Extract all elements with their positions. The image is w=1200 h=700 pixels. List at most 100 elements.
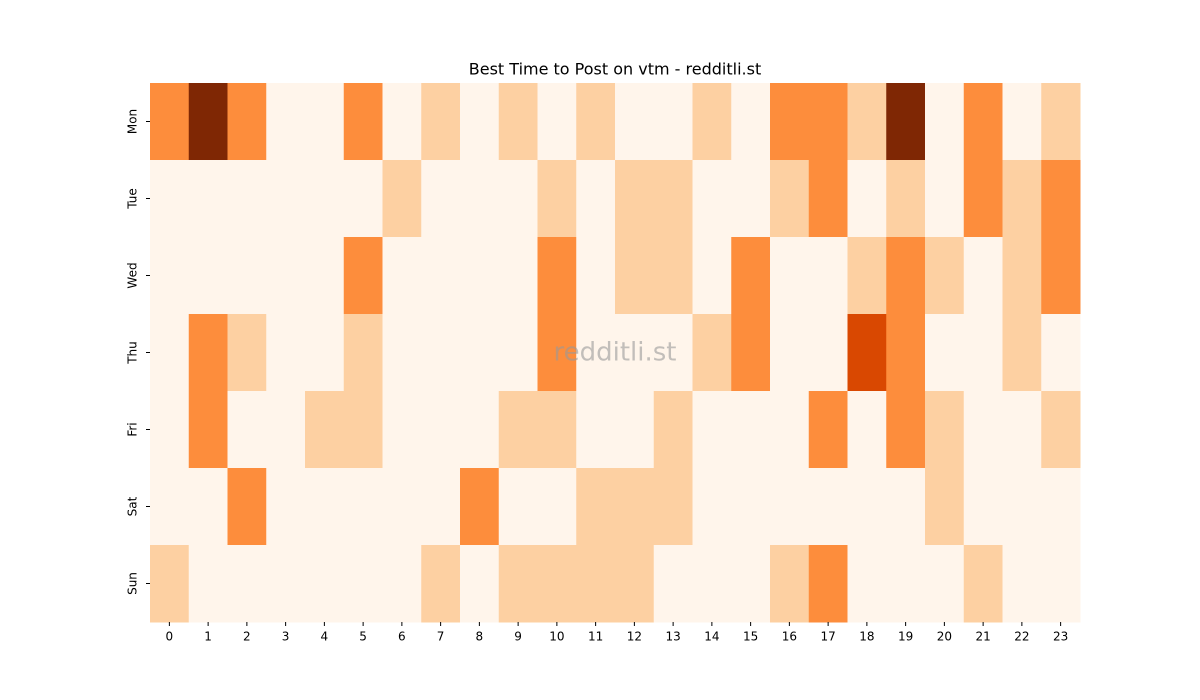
heatmap-cell xyxy=(692,391,732,469)
heatmap-cell xyxy=(1041,160,1081,238)
x-tick-label: 0 xyxy=(166,630,174,644)
heatmap-cell xyxy=(576,83,616,161)
heatmap-cell xyxy=(653,314,693,392)
heatmap-cell xyxy=(615,237,655,315)
heatmap-cell xyxy=(266,314,306,392)
heatmap-cell xyxy=(615,314,655,392)
heatmap-cell xyxy=(731,391,771,469)
heatmap-cell xyxy=(537,391,577,469)
heatmap-cell xyxy=(963,545,1003,623)
heatmap-cell xyxy=(343,314,383,392)
heatmap-cell xyxy=(343,160,383,238)
heatmap-cell xyxy=(188,160,228,238)
heatmap-cell xyxy=(731,314,771,392)
heatmap-cell xyxy=(266,83,306,161)
heatmap-cell xyxy=(382,545,422,623)
heatmap-cell xyxy=(498,237,538,315)
heatmap-cell xyxy=(847,237,887,315)
heatmap-cell xyxy=(925,237,965,315)
heatmap-cell xyxy=(305,391,345,469)
heatmap-cell xyxy=(925,314,965,392)
x-tick-label: 21 xyxy=(975,630,990,644)
heatmap-cell xyxy=(615,160,655,238)
heatmap-cell xyxy=(343,468,383,546)
heatmap-cell xyxy=(1002,83,1042,161)
heatmap-cell xyxy=(731,160,771,238)
heatmap-cell xyxy=(731,468,771,546)
heatmap-cell xyxy=(770,468,810,546)
heatmap-cell xyxy=(227,83,267,161)
heatmap-cell xyxy=(382,314,422,392)
x-tick-label: 8 xyxy=(476,630,484,644)
heatmap-cell xyxy=(305,468,345,546)
heatmap-cell xyxy=(653,237,693,315)
heatmap-cell xyxy=(150,160,190,238)
heatmap-cell xyxy=(886,468,926,546)
heatmap-cell xyxy=(188,391,228,469)
heatmap-cell xyxy=(770,83,810,161)
heatmap-cell xyxy=(460,468,500,546)
heatmap-cell xyxy=(886,83,926,161)
heatmap-cell xyxy=(421,468,461,546)
heatmap-cell xyxy=(266,391,306,469)
heatmap-cell xyxy=(847,468,887,546)
heatmap-cell xyxy=(925,468,965,546)
heatmap-cell xyxy=(886,160,926,238)
heatmap-cell xyxy=(847,391,887,469)
y-tick-label: Sat xyxy=(126,496,140,516)
y-tick-label: Tue xyxy=(126,188,140,210)
heatmap-cell xyxy=(305,160,345,238)
heatmap-cell xyxy=(1041,83,1081,161)
heatmap-cell xyxy=(421,545,461,623)
heatmap-cell xyxy=(460,545,500,623)
heatmap-cell xyxy=(150,545,190,623)
heatmap-cell xyxy=(188,83,228,161)
heatmap-cell xyxy=(227,391,267,469)
heatmap-cell xyxy=(1002,314,1042,392)
heatmap-cell xyxy=(847,83,887,161)
heatmap-cell xyxy=(150,83,190,161)
x-tick-label: 12 xyxy=(627,630,642,644)
x-tick-label: 6 xyxy=(398,630,406,644)
heatmap-cell xyxy=(615,545,655,623)
heatmap-cell xyxy=(1041,545,1081,623)
heatmap-cell xyxy=(227,237,267,315)
heatmap-cell xyxy=(615,391,655,469)
x-tick-label: 10 xyxy=(549,630,564,644)
heatmap-cell xyxy=(847,160,887,238)
heatmap-cell xyxy=(770,391,810,469)
heatmap-cell xyxy=(576,160,616,238)
heatmap-cell xyxy=(925,160,965,238)
heatmap-cell xyxy=(537,314,577,392)
x-tick-label: 16 xyxy=(782,630,797,644)
x-tick-label: 15 xyxy=(743,630,758,644)
heatmap-cell xyxy=(1002,237,1042,315)
heatmap-cell xyxy=(227,468,267,546)
chart-title: Best Time to Post on vtm - redditli.st xyxy=(469,60,761,79)
x-tick-label: 22 xyxy=(1014,630,1029,644)
heatmap-cell xyxy=(963,314,1003,392)
heatmap-cell xyxy=(498,391,538,469)
heatmap-cell xyxy=(692,468,732,546)
heatmap-cell xyxy=(266,468,306,546)
x-tick-label: 1 xyxy=(204,630,212,644)
heatmap-cell xyxy=(886,314,926,392)
heatmap-cell xyxy=(615,468,655,546)
heatmap-cell xyxy=(537,83,577,161)
heatmap-cell xyxy=(266,545,306,623)
heatmap-cell xyxy=(460,160,500,238)
heatmap-cell xyxy=(576,391,616,469)
x-tick-label: 5 xyxy=(359,630,367,644)
y-tick-label: Wed xyxy=(126,262,140,288)
heatmap-cell xyxy=(808,83,848,161)
heatmap-cell xyxy=(460,391,500,469)
heatmap-cell xyxy=(808,237,848,315)
x-tick-label: 23 xyxy=(1053,630,1068,644)
heatmap-cell xyxy=(731,237,771,315)
x-tick-label: 7 xyxy=(437,630,445,644)
heatmap-cell xyxy=(188,314,228,392)
heatmap-cell xyxy=(692,160,732,238)
heatmap-cell xyxy=(925,391,965,469)
heatmap-cell xyxy=(460,314,500,392)
x-tick-label: 13 xyxy=(665,630,680,644)
